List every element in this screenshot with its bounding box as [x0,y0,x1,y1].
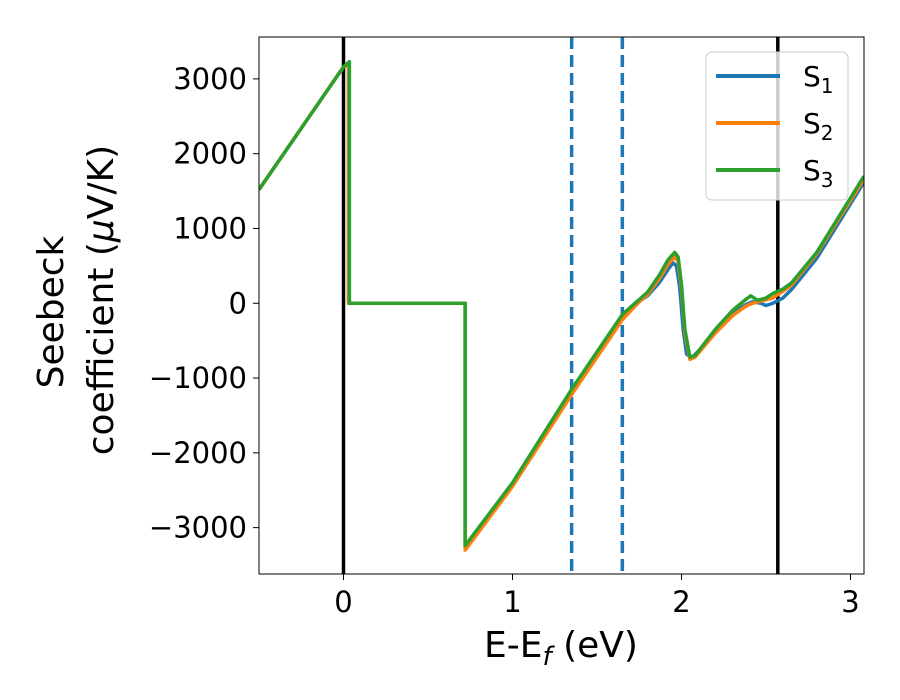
y-tick-label: 3000 [173,62,247,96]
x-axis-label: E-Ef (eV) [484,625,638,672]
y-tick-label: 1000 [173,211,247,245]
legend-label-2: S2 [803,107,834,145]
y-tick-label: −1000 [149,361,247,395]
legend-label-3: S3 [803,154,834,192]
y-axis-label-line2: coefficient (μV/K) [81,145,122,455]
x-axis: 0 1 2 3 [334,574,860,619]
legend-label-1: S1 [803,60,834,98]
y-tick-label: −3000 [149,511,247,545]
series-line-3 [259,59,864,548]
legend: S1 S2 S3 [705,51,849,201]
x-tick-label: 1 [503,585,521,619]
x-tick-label: 2 [672,585,690,619]
y-tick-label: 0 [229,286,247,320]
plot-frame [258,36,865,575]
series-layer [259,59,864,552]
x-tick-label: 0 [334,585,352,619]
y-axis-label-line1: Seebeck [31,235,72,388]
y-tick-label: 2000 [173,137,247,171]
y-axis: −3000 −2000 −1000 0 1000 2000 3000 [149,62,259,545]
legend-box [705,51,849,201]
x-tick-label: 3 [841,585,859,619]
y-tick-label: −2000 [149,436,247,470]
